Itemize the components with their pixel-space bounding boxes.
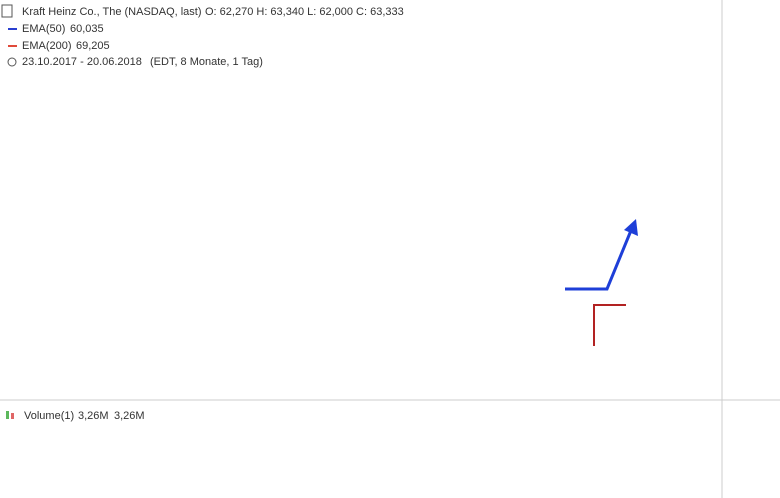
header: Kraft Heinz Co., The (NASDAQ, last) O: 6… — [1, 4, 404, 422]
arrow-head — [624, 219, 638, 236]
icon — [1, 4, 13, 18]
legend-value: 69,205 — [76, 40, 110, 52]
legend-value: 60,035 — [70, 23, 104, 35]
legend-label: EMA(50) — [22, 23, 65, 35]
volume-icon — [11, 413, 14, 419]
legend-label: EMA(200) — [22, 40, 72, 52]
volume-title: Volume(1) — [24, 410, 74, 422]
clock-icon — [7, 57, 17, 67]
annotations — [565, 219, 638, 346]
red-bracket — [593, 304, 626, 346]
range-note: (EDT, 8 Monate, 1 Tag) — [150, 56, 263, 68]
volume-value: 3,26M — [114, 410, 145, 422]
volume-icon — [6, 411, 9, 419]
blue-arrow — [565, 227, 634, 291]
ohlc: O: 62,270 H: 63,340 L: 62,000 C: 63,333 — [205, 6, 404, 18]
volume-value: 3,26M — [78, 410, 109, 422]
title: Kraft Heinz Co., The (NASDAQ, last) — [22, 6, 202, 18]
date-range: 23.10.2017 - 20.06.2018 — [22, 56, 142, 68]
